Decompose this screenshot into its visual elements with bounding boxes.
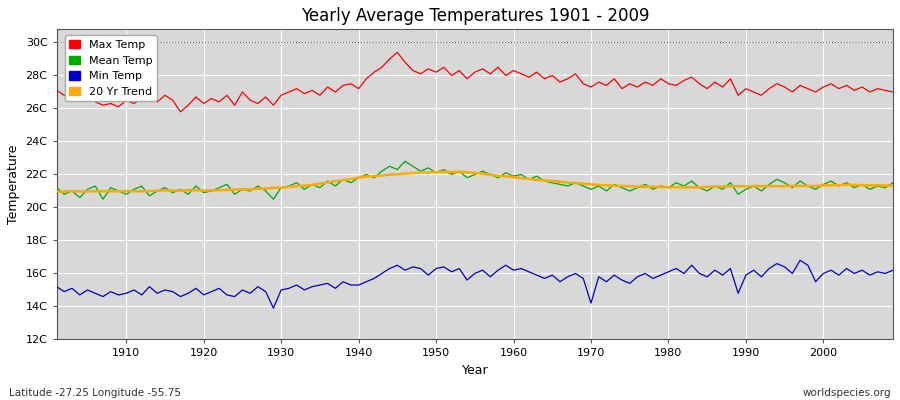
Legend: Max Temp, Mean Temp, Min Temp, 20 Yr Trend: Max Temp, Mean Temp, Min Temp, 20 Yr Tre… — [65, 36, 158, 102]
Text: worldspecies.org: worldspecies.org — [803, 388, 891, 398]
X-axis label: Year: Year — [462, 364, 488, 377]
Title: Yearly Average Temperatures 1901 - 2009: Yearly Average Temperatures 1901 - 2009 — [301, 7, 649, 25]
Y-axis label: Temperature: Temperature — [7, 145, 20, 224]
Text: Latitude -27.25 Longitude -55.75: Latitude -27.25 Longitude -55.75 — [9, 388, 181, 398]
